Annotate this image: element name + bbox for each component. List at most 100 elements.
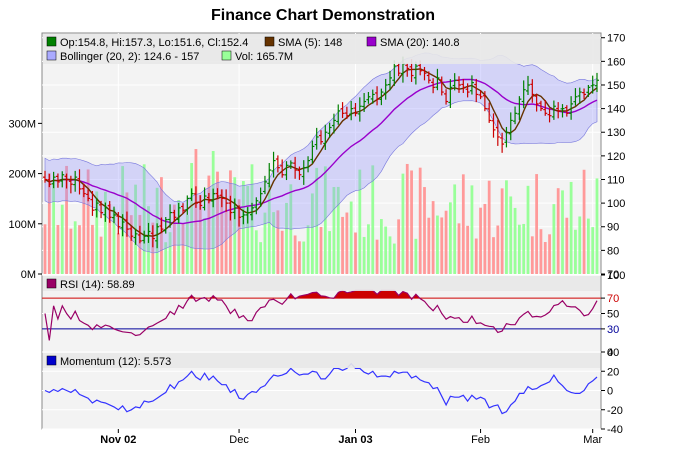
ohlc-bar xyxy=(431,78,436,94)
price-tick-label: 80 xyxy=(607,245,619,257)
ohlc-bar xyxy=(444,89,449,105)
volume-bar xyxy=(138,214,142,274)
price-tick-label: 160 xyxy=(607,56,625,68)
ohlc-bar xyxy=(314,127,319,150)
ohlc-bar xyxy=(112,206,116,224)
bollinger-band xyxy=(44,52,598,254)
ohlc-bar xyxy=(457,76,461,93)
volume-bar xyxy=(384,226,388,274)
volume-bar xyxy=(362,236,366,274)
volume-bar xyxy=(539,229,543,274)
volume-bar xyxy=(354,232,357,274)
volume-bar xyxy=(505,180,508,274)
ohlc-legend-label: Op:154.8, Hi:157.3, Lo:151.6, Cl:152.4 xyxy=(60,37,248,49)
volume-bar xyxy=(565,217,569,274)
rsi-line xyxy=(44,289,598,341)
x-tick-label: Feb xyxy=(471,434,490,446)
ohlc-bar xyxy=(280,159,285,178)
price-tick-label: 170 xyxy=(607,33,625,45)
ohlc-bar xyxy=(323,124,328,150)
ohlc-bar xyxy=(271,151,276,178)
volume-bar xyxy=(190,163,194,274)
bollinger-legend-swatch xyxy=(46,50,57,61)
price-tick-label: 120 xyxy=(607,151,625,163)
ohlc-bar xyxy=(422,66,427,81)
volume-bar xyxy=(479,207,482,274)
ohlc-bar xyxy=(370,89,375,104)
ohlc-bar xyxy=(150,225,155,248)
ohlc-bar xyxy=(237,205,242,227)
ohlc-bar xyxy=(344,106,349,119)
volume-bar xyxy=(561,190,564,274)
volume-bar xyxy=(414,238,418,274)
ohlc-bar xyxy=(163,217,168,234)
rsi-legend-swatch xyxy=(46,278,57,289)
ohlc-bar xyxy=(590,75,595,94)
sma20-legend-label: SMA (20): 140.8 xyxy=(380,37,460,49)
volume-bar xyxy=(578,216,582,274)
ohlc-bar xyxy=(500,132,505,153)
ohlc-bar xyxy=(405,62,410,77)
volume-bar xyxy=(259,242,263,274)
ohlc-bar xyxy=(211,188,216,208)
volume-bar xyxy=(56,224,60,274)
volume-bar xyxy=(375,239,379,274)
ohlc-bar xyxy=(293,156,298,179)
volume-bar xyxy=(552,204,556,274)
ohlc-bar xyxy=(306,156,311,173)
ohlc-bar xyxy=(172,209,177,222)
x-tick-label: Dec xyxy=(229,434,249,446)
ohlc-bar xyxy=(168,204,173,228)
volume-bar xyxy=(69,228,73,274)
ohlc-bar xyxy=(103,202,108,222)
ohlc-bar xyxy=(258,187,263,207)
volume-bar xyxy=(496,225,500,274)
volume-legend-label: Vol: 165.7M xyxy=(235,51,293,63)
ohlc-bar xyxy=(327,122,332,138)
volume-bar xyxy=(431,201,435,274)
ohlc-bar xyxy=(262,175,267,195)
ohlc-bar xyxy=(142,230,147,244)
ohlc-bar xyxy=(362,93,367,112)
momentum-legend-swatch xyxy=(46,355,57,366)
ohlc-bar xyxy=(202,187,207,211)
ohlc-bar xyxy=(297,166,302,180)
volume-bar xyxy=(315,167,319,274)
volume-bar xyxy=(43,224,47,274)
ohlc-bar xyxy=(189,188,194,201)
ohlc-bar xyxy=(81,184,86,198)
volume-bar xyxy=(444,210,448,274)
momentum-tick-label: 40 xyxy=(607,347,619,359)
ohlc-bar xyxy=(508,112,513,141)
ohlc-bar xyxy=(219,189,224,208)
ohlc-bar xyxy=(547,108,552,123)
volume-bar xyxy=(513,207,517,274)
ohlc-bar xyxy=(181,203,185,214)
ohlc-bar xyxy=(331,113,336,134)
volume-bar xyxy=(246,185,250,274)
ohlc-bar xyxy=(215,188,220,200)
volume-bar xyxy=(276,210,280,274)
ohlc-bar xyxy=(99,200,104,219)
ohlc-bar xyxy=(159,217,164,234)
ohlc-bar xyxy=(120,214,125,237)
volume-bar xyxy=(298,241,301,274)
sma5-legend-swatch xyxy=(264,36,275,47)
ohlc-bar xyxy=(560,104,565,118)
ohlc-bar xyxy=(275,155,280,173)
volume-bar xyxy=(280,230,284,274)
volume-tick-label: 100M xyxy=(8,219,36,231)
price-tick-label: 140 xyxy=(607,104,625,116)
ohlc-bar xyxy=(478,90,483,100)
volume-bar xyxy=(108,204,112,274)
price-tick-label: 130 xyxy=(607,127,625,139)
ohlc-bar xyxy=(107,201,112,223)
volume-bar xyxy=(86,169,90,274)
volume-bar xyxy=(263,212,267,274)
volume-bar xyxy=(78,225,81,274)
volume-bar xyxy=(52,181,56,274)
volume-bar xyxy=(509,196,513,274)
bollinger-legend-label: Bollinger (20, 2): 124.6 - 157 xyxy=(60,51,199,63)
ohlc-bar xyxy=(193,186,198,208)
ohlc-bar xyxy=(250,202,254,221)
